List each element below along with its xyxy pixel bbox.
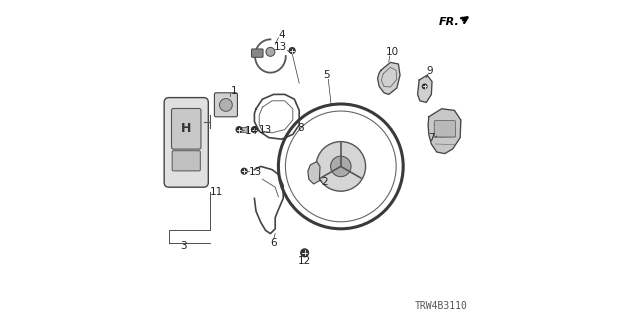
Text: 1: 1 <box>231 86 237 96</box>
Text: 5: 5 <box>323 70 330 80</box>
Circle shape <box>220 99 232 111</box>
FancyBboxPatch shape <box>164 98 209 187</box>
FancyBboxPatch shape <box>214 93 237 117</box>
Text: 11: 11 <box>210 187 223 197</box>
Text: 10: 10 <box>385 47 399 57</box>
Circle shape <box>301 249 308 257</box>
Circle shape <box>241 168 247 174</box>
Polygon shape <box>418 75 432 102</box>
Text: 3: 3 <box>180 241 186 252</box>
Circle shape <box>266 47 275 56</box>
Text: 2: 2 <box>322 177 328 187</box>
Text: 14: 14 <box>245 125 258 136</box>
Ellipse shape <box>316 141 365 191</box>
Text: 6: 6 <box>270 238 277 248</box>
Text: 8: 8 <box>298 123 304 133</box>
FancyBboxPatch shape <box>241 127 248 132</box>
Text: 13: 13 <box>249 167 262 177</box>
Text: 13: 13 <box>259 124 272 135</box>
Text: 4: 4 <box>278 30 285 40</box>
FancyBboxPatch shape <box>172 108 201 149</box>
Polygon shape <box>378 62 400 94</box>
Circle shape <box>289 48 295 53</box>
Text: H: H <box>181 123 191 135</box>
Text: 9: 9 <box>426 66 433 76</box>
Circle shape <box>330 156 351 177</box>
Text: 12: 12 <box>298 256 310 266</box>
FancyBboxPatch shape <box>252 49 263 57</box>
Text: TRW4B3110: TRW4B3110 <box>414 301 467 311</box>
FancyBboxPatch shape <box>172 151 200 171</box>
Text: FR.: FR. <box>438 17 460 28</box>
Circle shape <box>422 84 427 89</box>
Circle shape <box>236 127 242 132</box>
Text: 13: 13 <box>274 42 287 52</box>
Polygon shape <box>308 162 320 184</box>
Polygon shape <box>428 109 461 154</box>
Text: 7: 7 <box>428 132 435 143</box>
FancyBboxPatch shape <box>435 121 456 137</box>
Circle shape <box>252 127 257 132</box>
